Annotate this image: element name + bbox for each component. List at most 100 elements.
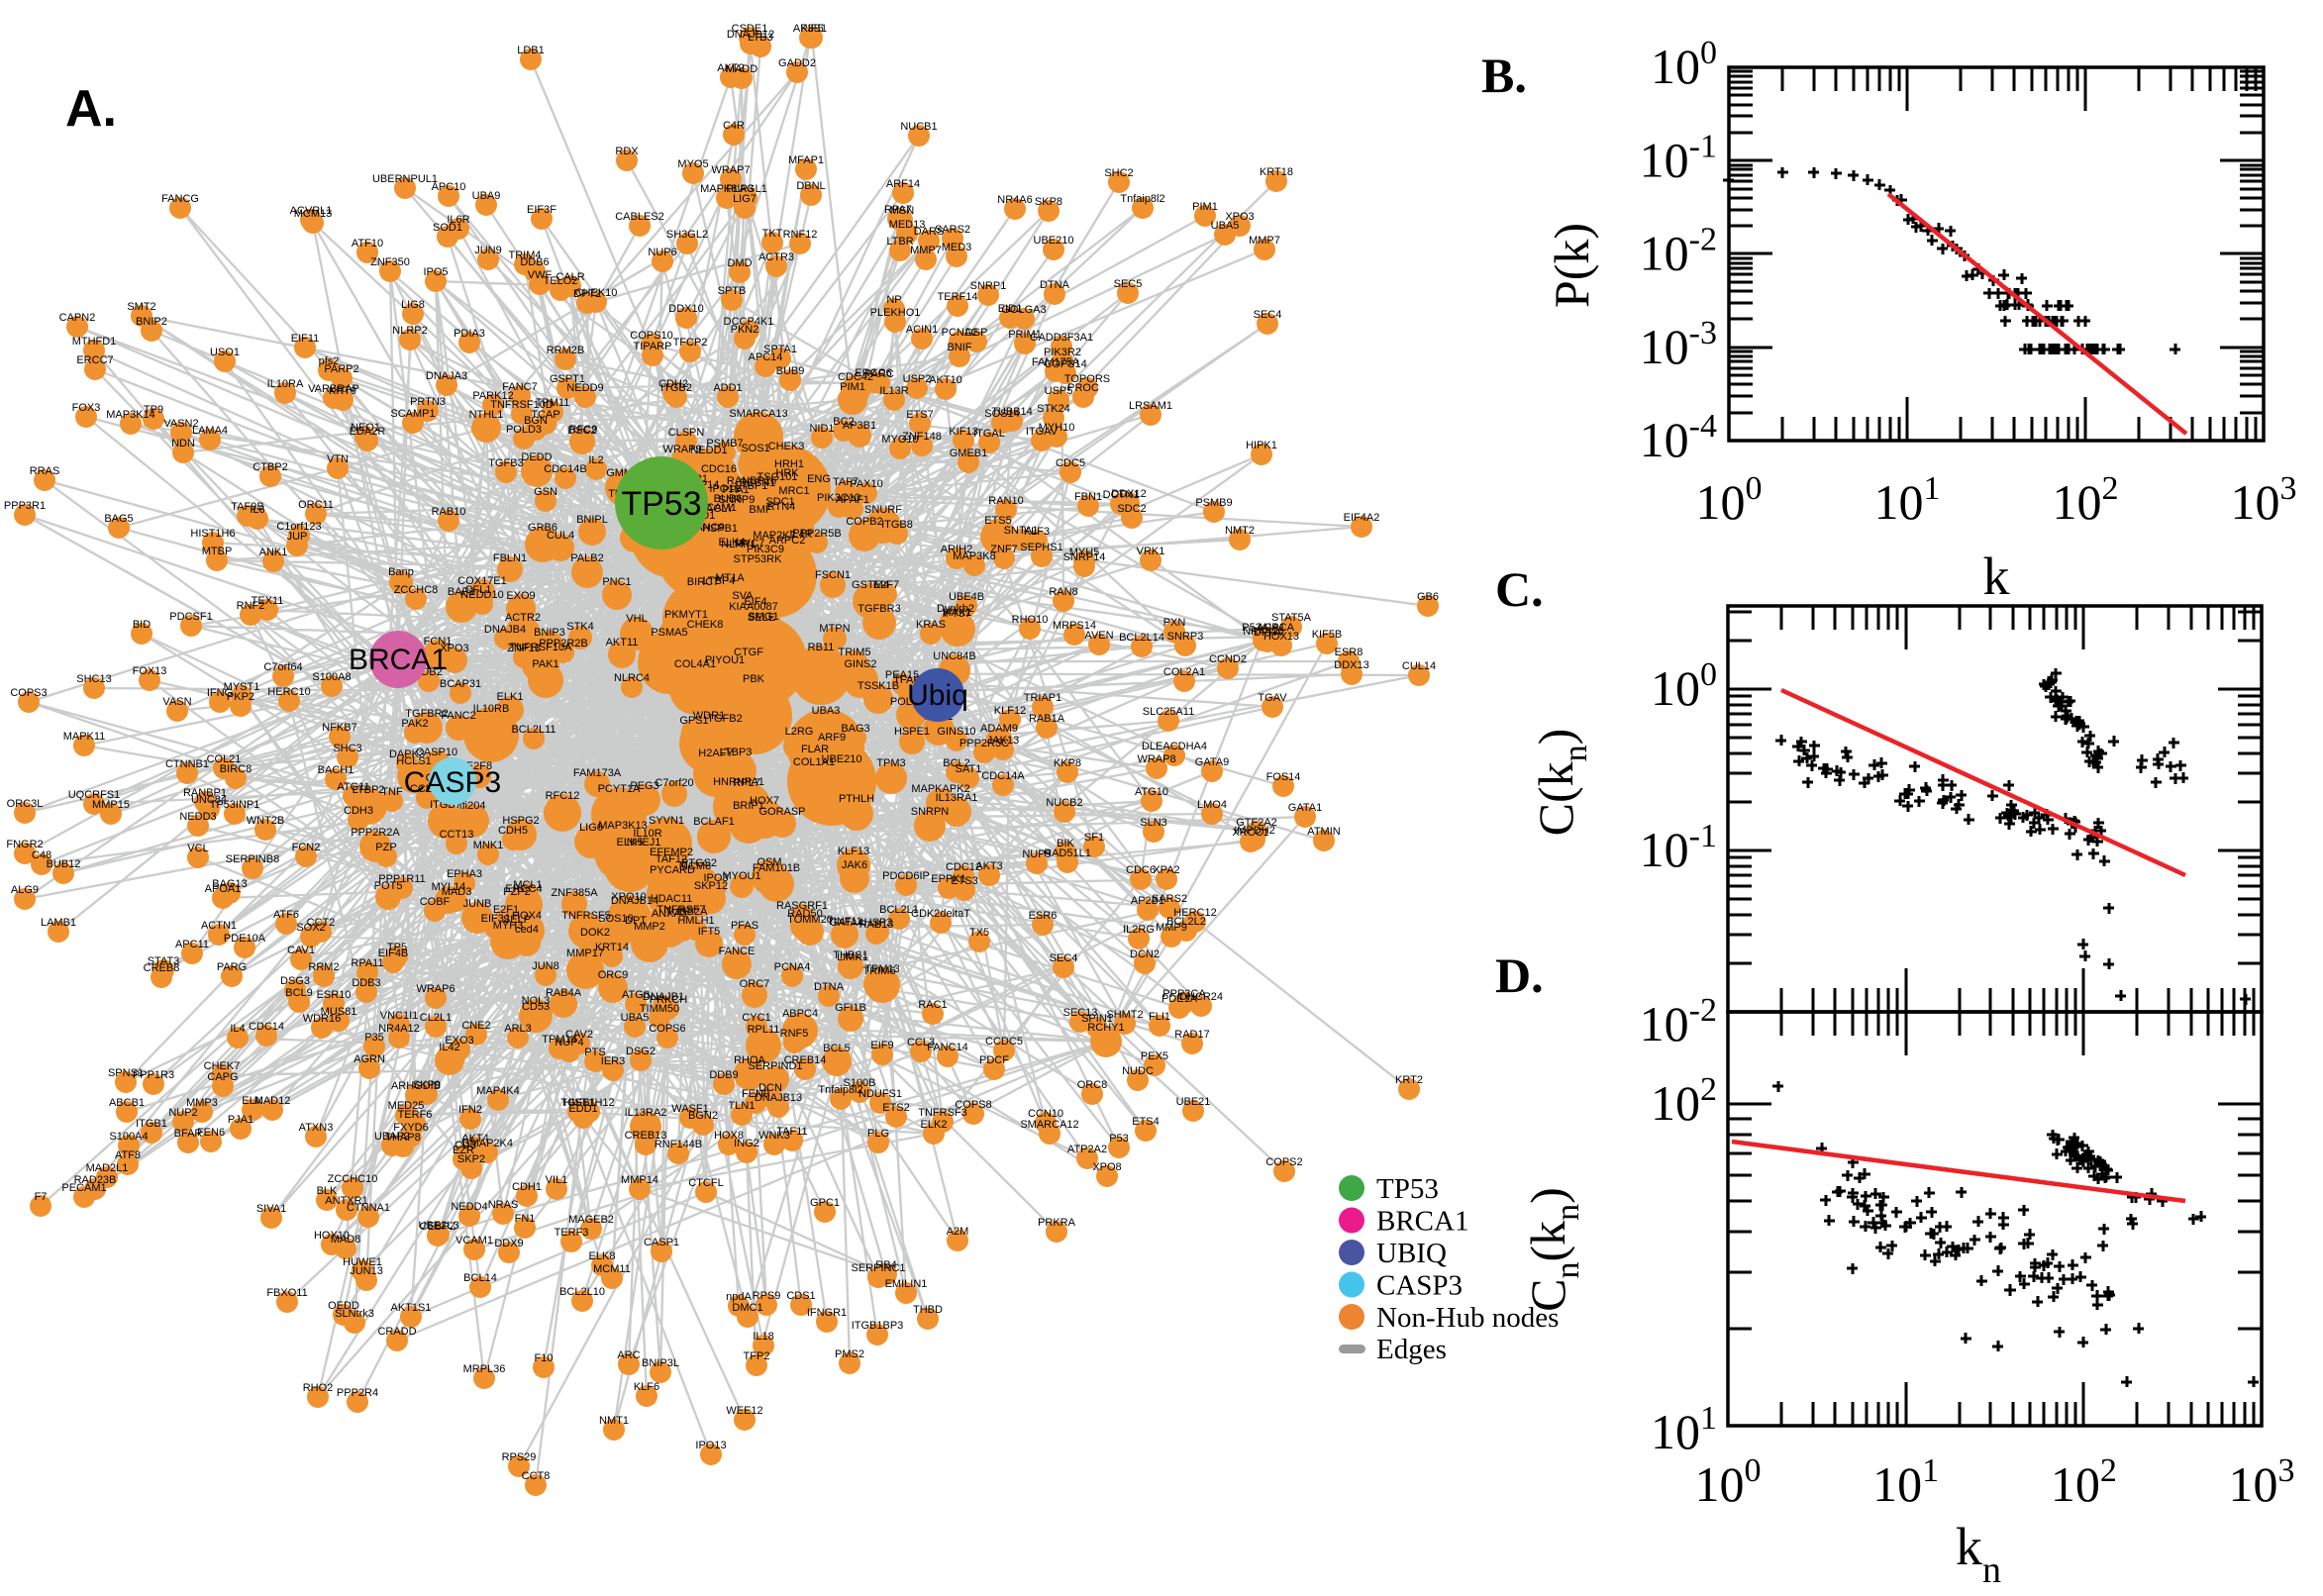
svg-text:CASP3: CASP3 <box>1376 1270 1463 1302</box>
svg-text:SKP12: SKP12 <box>694 880 728 892</box>
svg-text:CREB14: CREB14 <box>784 1054 827 1066</box>
svg-text:WRAP9: WRAP9 <box>662 444 701 455</box>
svg-text:BAG3: BAG3 <box>841 723 869 735</box>
svg-text:PECAM1: PECAM1 <box>61 1182 106 1194</box>
svg-text:DNAJB12: DNAJB12 <box>727 29 774 41</box>
svg-text:IL2: IL2 <box>588 454 603 466</box>
svg-text:GSTM4: GSTM4 <box>852 579 889 591</box>
svg-text:Dynlrb2: Dynlrb2 <box>937 603 974 615</box>
svg-text:CCDC5: CCDC5 <box>985 1036 1023 1047</box>
svg-text:BUB6: BUB6 <box>714 493 743 505</box>
svg-text:PSMA5: PSMA5 <box>651 627 687 639</box>
svg-text:Ubiq: Ubiq <box>907 679 968 712</box>
svg-text:ITGAV: ITGAV <box>1026 426 1059 438</box>
svg-text:RNF144B: RNF144B <box>655 1139 702 1150</box>
svg-text:VWF: VWF <box>528 269 553 281</box>
svg-text:LMO4: LMO4 <box>1197 799 1227 811</box>
svg-text:BECN1: BECN1 <box>740 477 776 489</box>
svg-text:FBLN1: FBLN1 <box>493 552 527 564</box>
svg-text:TINF11: TINF11 <box>827 916 862 928</box>
svg-text:SAT1: SAT1 <box>956 763 982 775</box>
svg-text:NLRC4: NLRC4 <box>614 672 650 684</box>
svg-text:TAF9B: TAF9B <box>231 501 263 513</box>
svg-text:PIK3C10: PIK3C10 <box>817 492 860 504</box>
svg-text:TGAV: TGAV <box>1258 692 1287 704</box>
svg-text:COL1A1: COL1A1 <box>793 756 835 768</box>
svg-text:ITGAL: ITGAL <box>973 428 1005 440</box>
svg-text:ZCCHC10: ZCCHC10 <box>328 1173 378 1185</box>
svg-text:PTHLH: PTHLH <box>839 793 874 805</box>
svg-text:STP53RK: STP53RK <box>734 553 783 565</box>
svg-text:FLAR: FLAR <box>801 744 829 755</box>
svg-text:ITGB1BP3: ITGB1BP3 <box>852 1320 904 1332</box>
svg-text:JUP: JUP <box>287 531 308 543</box>
svg-text:SNTA1: SNTA1 <box>1004 525 1039 537</box>
svg-text:BIK: BIK <box>1057 838 1074 849</box>
svg-text:IL42: IL42 <box>439 1042 459 1053</box>
svg-text:TRIM4: TRIM4 <box>509 249 542 261</box>
svg-text:NEDD4: NEDD4 <box>451 1201 487 1213</box>
svg-text:AP2B1: AP2B1 <box>1131 895 1164 907</box>
svg-text:RRAS: RRAS <box>30 465 60 477</box>
svg-text:EIF4A2: EIF4A2 <box>1344 512 1380 524</box>
svg-text:WASF1: WASF1 <box>671 1103 709 1115</box>
svg-text:STAT5A: STAT5A <box>1271 612 1312 624</box>
svg-text:RPL11: RPL11 <box>748 1024 780 1036</box>
svg-text:RAD50: RAD50 <box>787 908 822 920</box>
svg-text:COL2A1: COL2A1 <box>1163 666 1205 678</box>
svg-text:CDC5: CDC5 <box>1056 457 1085 469</box>
svg-text:LIG6: LIG6 <box>579 822 603 834</box>
svg-text:ELK8: ELK8 <box>589 1250 616 1262</box>
svg-text:ESR10: ESR10 <box>317 989 352 1001</box>
svg-text:MYC7: MYC7 <box>735 538 765 549</box>
svg-text:NUCB2: NUCB2 <box>1046 797 1082 809</box>
svg-text:BACH1: BACH1 <box>318 764 354 776</box>
svg-text:GPS1: GPS1 <box>679 715 708 727</box>
svg-text:SHC2: SHC2 <box>1104 167 1133 179</box>
svg-text:FANCE: FANCE <box>719 946 756 957</box>
svg-text:MTPN: MTPN <box>819 623 850 635</box>
svg-text:SPTB: SPTB <box>718 285 747 297</box>
svg-text:KIAA0087: KIAA0087 <box>729 601 778 613</box>
svg-text:ACLY: ACLY <box>706 503 735 515</box>
svg-text:NEDD1: NEDD1 <box>690 445 727 456</box>
svg-text:AKT1S1: AKT1S1 <box>391 1302 432 1314</box>
svg-text:DMD: DMD <box>727 257 752 269</box>
svg-text:BGN2: BGN2 <box>688 1110 718 1122</box>
svg-text:TPM11: TPM11 <box>536 397 570 409</box>
svg-text:A2M: A2M <box>947 1226 969 1238</box>
svg-text:SF1: SF1 <box>1084 832 1104 844</box>
svg-text:LTB3: LTB3 <box>748 32 772 44</box>
svg-text:FOX13: FOX13 <box>133 665 167 677</box>
svg-text:PARG: PARG <box>217 961 247 973</box>
svg-text:UBE21: UBE21 <box>1176 1096 1211 1108</box>
svg-text:SELE: SELE <box>748 612 775 624</box>
svg-text:HSPG2: HSPG2 <box>502 815 539 827</box>
svg-text:LTBP4: LTBP4 <box>703 575 736 587</box>
svg-text:PSMB7: PSMB7 <box>706 438 743 449</box>
svg-text:LAMA4: LAMA4 <box>192 425 228 437</box>
svg-text:NTHL1: NTHL1 <box>469 409 504 421</box>
svg-text:GSPT1: GSPT1 <box>550 373 585 385</box>
svg-text:RPS9: RPS9 <box>753 1290 781 1302</box>
svg-text:SEC13: SEC13 <box>1063 1007 1098 1019</box>
svg-text:BLK: BLK <box>317 1185 338 1197</box>
svg-text:npdA: npdA <box>726 1291 752 1303</box>
svg-text:HCLS1: HCLS1 <box>396 755 431 767</box>
svg-text:EIF3F: EIF3F <box>527 204 556 216</box>
svg-text:MAD2L1: MAD2L1 <box>86 1162 129 1174</box>
svg-text:EID1: EID1 <box>998 303 1022 315</box>
svg-text:TUBB2A: TUBB2A <box>665 906 708 918</box>
svg-text:ATG11: ATG11 <box>337 781 369 793</box>
svg-text:ELK1: ELK1 <box>497 691 524 703</box>
svg-text:P53AIP1: P53AIP1 <box>1242 622 1284 634</box>
svg-text:CCT2: CCT2 <box>307 917 336 929</box>
svg-text:UBE2L3: UBE2L3 <box>419 1220 459 1232</box>
svg-text:ELK5: ELK5 <box>617 837 644 848</box>
svg-text:PARP2: PARP2 <box>324 363 358 375</box>
svg-text:KLF13: KLF13 <box>838 846 869 857</box>
svg-text:ANTXR1: ANTXR1 <box>325 1195 367 1207</box>
svg-text:ERCC7: ERCC7 <box>76 354 113 366</box>
svg-text:NEDD10: NEDD10 <box>460 589 503 601</box>
svg-text:ATF8: ATF8 <box>115 1149 141 1161</box>
